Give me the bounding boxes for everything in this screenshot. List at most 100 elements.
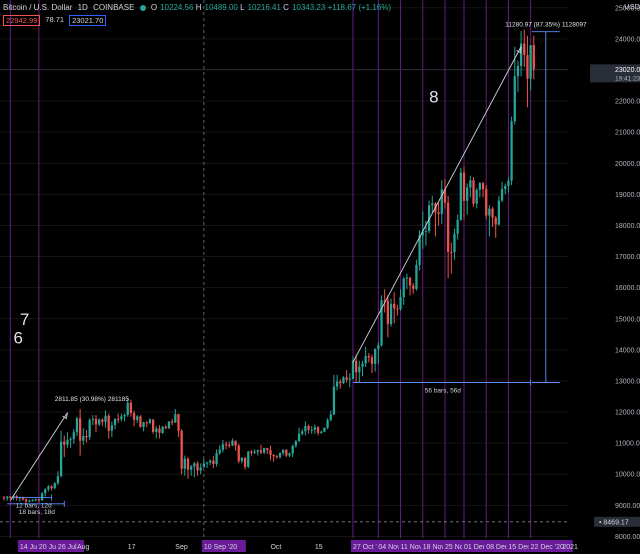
- candle-body: [412, 285, 415, 289]
- y-tick-label: 19000.00: [615, 192, 640, 199]
- candle: [158, 425, 161, 439]
- x-tick-label: 22 Dec '20: [531, 544, 564, 551]
- candle: [28, 499, 31, 503]
- y-axis[interactable]: 8000.00 9000.00 10000.00 11000.00 12000.00 13…: [590, 5, 640, 541]
- y-tick-label: 20000.00: [615, 161, 640, 168]
- y-tick-label: 14000.00: [615, 347, 640, 354]
- candle-body: [424, 231, 428, 233]
- candle: [510, 116, 513, 186]
- countdown-label: 19:41:23: [615, 75, 640, 82]
- x-tick-highlight: [420, 540, 449, 552]
- candle-body: [151, 419, 155, 432]
- candle: [526, 35, 529, 108]
- candle-body: [155, 428, 158, 432]
- candle-body: [491, 208, 494, 218]
- candle-body: [2, 497, 6, 499]
- market-status-icon: [139, 4, 146, 11]
- interval-label[interactable]: 1D: [77, 3, 88, 12]
- candle: [174, 408, 177, 423]
- candle: [516, 60, 520, 92]
- wave-label: 8: [429, 88, 438, 107]
- x-tick-label: 14 Jul: [20, 544, 39, 551]
- currency-label[interactable]: USD: [624, 2, 640, 11]
- candle: [405, 273, 409, 290]
- candle-body: [209, 460, 212, 463]
- candle: [374, 348, 377, 372]
- candle-body: [526, 55, 529, 79]
- candle-body: [167, 421, 171, 429]
- candle-body: [389, 303, 393, 325]
- candle-body: [221, 444, 225, 450]
- candle-body: [224, 444, 228, 446]
- candle-body: [44, 489, 47, 494]
- candle: [266, 447, 269, 455]
- candle: [275, 454, 278, 459]
- x-tick-label: 15 Dec: [508, 544, 531, 551]
- candle-body: [247, 451, 250, 467]
- close-label: C: [283, 3, 289, 12]
- candle-body: [523, 43, 526, 56]
- candle-body: [161, 426, 164, 433]
- candle-body: [250, 451, 253, 453]
- vertical-lines-layer: [9, 0, 532, 538]
- candle-body: [253, 451, 256, 453]
- candle: [256, 449, 259, 456]
- candle: [240, 457, 244, 464]
- y-tick-label: 10000.00: [615, 472, 640, 479]
- candle-body: [316, 427, 320, 433]
- candle: [278, 452, 282, 459]
- chart-header: Bitcoin / U.S. Dollar 1D COINBASE O 10224…: [3, 3, 394, 12]
- candle: [113, 418, 117, 430]
- x-axis[interactable]: 14 Jul 20 Jul 26 Jul Aug 17 Sep 10 Sep '20 Oct 1…: [17, 540, 578, 552]
- candle: [386, 295, 390, 338]
- close-value: 10343.23: [291, 3, 326, 12]
- open-value: 10224.56: [160, 3, 194, 12]
- candle-body: [212, 460, 215, 464]
- candle: [316, 426, 320, 436]
- candle-body: [459, 172, 462, 220]
- candle: [497, 195, 501, 226]
- candle: [129, 399, 133, 417]
- x-tick-highlight: [376, 540, 405, 552]
- candle-body: [358, 366, 361, 373]
- candle: [40, 492, 44, 501]
- candle: [250, 449, 253, 456]
- candle-body: [240, 457, 244, 462]
- candle: [215, 449, 218, 467]
- candle: [72, 429, 75, 444]
- buy-button[interactable]: 23021.70: [69, 15, 107, 26]
- x-tick-label: 10 Sep '20: [204, 544, 237, 551]
- candle-body: [427, 205, 431, 232]
- candle: [126, 398, 129, 417]
- x-tick-label: 25 No: [445, 544, 464, 551]
- low-label: L: [240, 3, 245, 12]
- candle: [415, 259, 418, 291]
- candle: [440, 180, 443, 224]
- candle: [323, 427, 326, 433]
- sell-button[interactable]: 22942.99: [3, 15, 41, 26]
- candle: [2, 496, 6, 501]
- y-tick-label: 16000.00: [615, 285, 640, 292]
- candle: [348, 373, 351, 388]
- candle: [53, 482, 56, 490]
- candle-body: [205, 462, 209, 464]
- price-line-tag: [594, 516, 640, 527]
- x-tick-label: 2021: [562, 544, 578, 551]
- symbol-name[interactable]: Bitcoin / U.S. Dollar: [3, 3, 73, 12]
- current-price-label: 23020.00: [615, 67, 640, 74]
- candle: [110, 421, 114, 437]
- candle: [519, 31, 523, 77]
- candle: [383, 289, 386, 313]
- candle-body: [63, 441, 66, 445]
- measure-text: 11280.97 (87.35%) 1128097: [505, 21, 587, 28]
- candle-body: [231, 440, 234, 446]
- candle: [218, 445, 221, 455]
- candle: [494, 216, 497, 238]
- trend-arrow-line: [352, 46, 522, 363]
- candle-body: [294, 441, 298, 446]
- candle-body: [345, 377, 348, 380]
- candle-body: [72, 432, 75, 440]
- candle-body: [478, 183, 482, 190]
